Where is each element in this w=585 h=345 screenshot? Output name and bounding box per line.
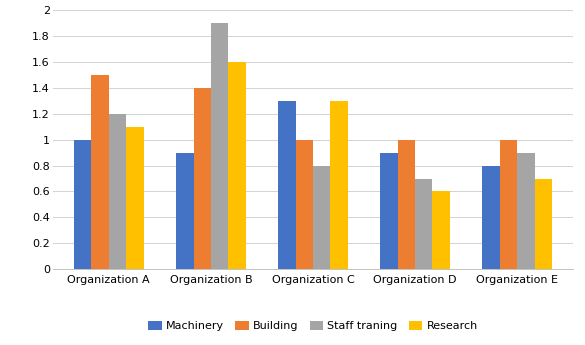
Bar: [398, 140, 415, 269]
Bar: [194, 88, 211, 269]
Bar: [295, 140, 313, 269]
Bar: [432, 191, 450, 269]
Bar: [535, 179, 552, 269]
Bar: [126, 127, 143, 269]
Bar: [74, 140, 91, 269]
Legend: Machinery, Building, Staff traning, Research: Machinery, Building, Staff traning, Rese…: [144, 316, 482, 335]
Bar: [278, 101, 295, 269]
Bar: [500, 140, 517, 269]
Bar: [91, 75, 109, 269]
Bar: [109, 114, 126, 269]
Bar: [313, 166, 331, 269]
Bar: [517, 152, 535, 269]
Bar: [228, 62, 246, 269]
Bar: [331, 101, 347, 269]
Bar: [176, 152, 194, 269]
Bar: [380, 152, 398, 269]
Bar: [211, 23, 228, 269]
Bar: [483, 166, 500, 269]
Bar: [415, 179, 432, 269]
